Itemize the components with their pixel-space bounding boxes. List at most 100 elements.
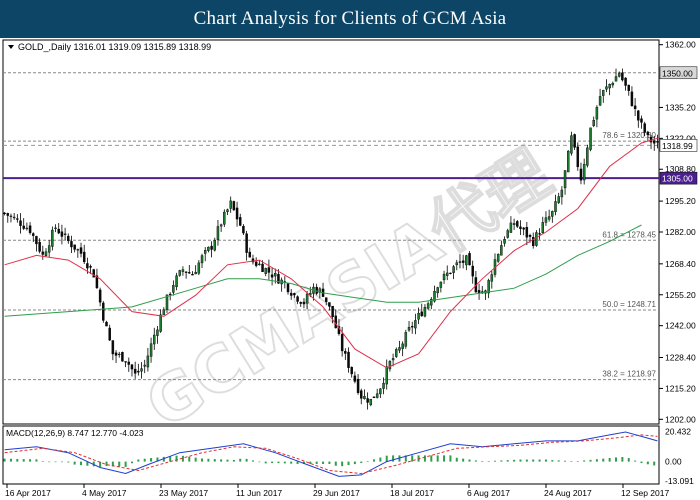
candle-body [302,301,306,305]
macd-histogram-bar [404,455,407,462]
date-tick-label: 11 Jun 2017 [236,488,282,498]
macd-histogram-bar [634,460,637,462]
symbol-dropdown-icon[interactable] [8,45,14,49]
candle-body [232,201,236,211]
macd-histogram-bar [22,459,25,462]
macd-histogram-bar [124,461,127,467]
candle-body [465,255,468,266]
fib-label-3: 38.2 = 1218.97 [602,370,656,379]
candle-body [344,351,347,354]
candle-body [140,368,143,372]
macd-histogram-bar [334,461,337,466]
macd-histogram-bar [181,455,184,462]
candle-body [375,393,379,398]
candle-body [608,84,611,89]
macd-histogram-bar [3,458,6,462]
candle-body [277,273,280,284]
support-flag-box [659,171,698,185]
macd-histogram-bar [519,459,522,462]
candle-body [51,229,54,247]
candle-body [582,163,586,181]
candle-body [595,107,599,120]
candle-body [168,293,172,296]
price-tick-label: 1255.20 [665,290,696,300]
candle-body [267,267,271,273]
candle-body [360,390,363,399]
macd-histogram-bar [118,461,121,467]
macd-tick-label: 0.00 [665,457,682,467]
candle-body [567,150,570,173]
macd-histogram-bar [29,459,32,462]
candle-body [67,235,70,242]
candle-body [410,326,414,328]
candle-body [395,349,398,357]
candle-body [551,211,554,217]
current-price-flag: 1318.99 [662,141,693,151]
candle-body [506,230,509,238]
candle-body [235,207,239,220]
candle-body [223,211,226,225]
candle-body [461,260,465,263]
macd-histogram-bar [366,461,369,462]
candle-body [331,305,334,318]
candle-body [563,170,567,189]
candle-body [41,251,45,255]
macd-histogram-bar [201,458,204,462]
price-tick-label: 1362.00 [665,40,696,50]
candle-body [417,312,420,320]
candle-body [614,76,618,82]
macd-histogram-bar [411,455,414,462]
candle-body [522,227,525,230]
candle-body [576,146,580,168]
candle-body [554,201,557,213]
macd-histogram-bar [341,461,344,467]
macd-histogram-bar [99,461,102,467]
macd-histogram-bar [41,461,44,462]
macd-histogram-bar [328,461,331,464]
candle-body [452,266,455,273]
candle-body [38,241,41,252]
candle-body [153,334,156,345]
candle-body [624,77,627,86]
fib-label-1: 61.8 = 1278.45 [602,230,656,239]
candle-body [178,270,181,276]
candle-body [350,366,353,375]
candle-body [487,280,490,294]
macd-histogram-bar [589,459,592,462]
candle-body [108,327,111,341]
macd-histogram-bar [513,459,516,462]
price-tick-label: 1308.80 [665,164,696,174]
candle-body [73,244,76,250]
candle-body [194,271,197,275]
macd-histogram-bar [474,460,477,462]
price-tick-label: 1335.20 [665,102,696,112]
candle-body [516,221,519,227]
macd-histogram-bar [525,459,528,462]
banner-title: Chart Analysis for Clients of GCM Asia [193,8,507,29]
candle-body [388,361,392,370]
macd-histogram-bar [570,461,573,462]
candle-body [544,217,548,223]
macd-histogram-bar [213,459,216,462]
macd-histogram-bar [315,461,318,464]
macd-histogram-bar [538,459,541,462]
date-tick-label: 16 Apr 2017 [5,488,51,498]
candle-body [315,286,318,294]
candle-body [541,222,545,233]
macd-histogram-bar [621,457,624,462]
candle-body [210,245,213,250]
candle-body [3,212,6,214]
support-flag: 1305.00 [662,174,693,184]
candle-body [318,288,322,293]
candle-body [372,396,376,399]
fib-label-2: 50.0 = 1248.71 [602,300,656,309]
macd-histogram-bar [646,461,649,465]
candle-body [181,269,185,272]
candle-body [630,91,634,107]
candle-body [127,361,131,365]
candle-body [89,266,92,268]
candle-body [191,274,194,276]
price-tick-label: 1215.20 [665,383,696,393]
candle-body [258,263,261,266]
